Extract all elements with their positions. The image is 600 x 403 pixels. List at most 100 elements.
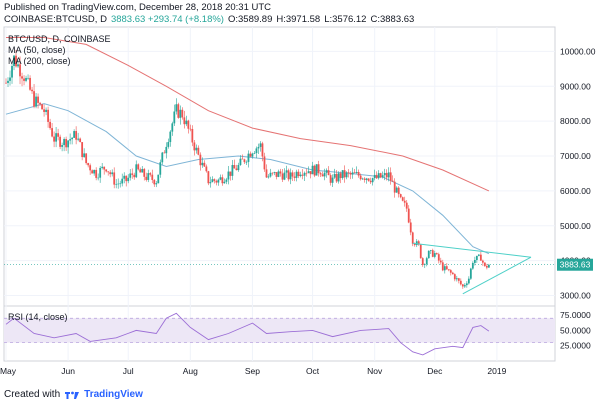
candle-body	[357, 171, 360, 176]
rsi-axis[interactable]: 75.0000 50.0000 25.0000	[560, 310, 591, 351]
candle-body	[17, 64, 19, 67]
candle-body	[19, 64, 21, 77]
candle-body	[345, 172, 348, 178]
candle-body	[295, 171, 298, 178]
candle-body	[279, 171, 282, 174]
candle-body	[269, 172, 272, 177]
candle-body	[149, 173, 152, 175]
candle-body	[227, 171, 230, 180]
candle-body	[89, 165, 92, 171]
candle-body	[447, 269, 450, 271]
time-axis[interactable]: May Jun Jul Aug Sep Oct Nov Dec 2019	[0, 366, 507, 376]
candle-body	[157, 174, 160, 184]
candle-body	[11, 65, 13, 78]
candle-body	[7, 80, 9, 83]
candle-body	[213, 179, 216, 181]
created-with-text: Created with	[4, 389, 61, 400]
candle-body	[405, 202, 408, 209]
candle-body	[335, 173, 338, 182]
candle-body	[339, 173, 342, 179]
candle-body	[415, 241, 418, 246]
candle-body	[25, 77, 27, 81]
candle-body	[287, 170, 290, 180]
candle-body	[459, 280, 462, 285]
candle-body	[297, 171, 300, 177]
candle-body	[365, 178, 368, 180]
candle-body	[145, 176, 148, 180]
candle-body	[51, 128, 53, 137]
time-tick-label: Jul	[123, 366, 134, 376]
grid	[4, 27, 555, 361]
candle-body	[211, 179, 214, 183]
candle-body	[309, 171, 312, 175]
candle-body	[119, 183, 122, 185]
triangle-line	[412, 242, 532, 258]
candle-body	[95, 169, 98, 178]
candle-body	[485, 265, 488, 268]
candle-body	[409, 222, 412, 233]
candle-body	[417, 241, 420, 245]
candle-body	[337, 173, 340, 182]
candle-body	[91, 170, 94, 174]
candle-body	[393, 181, 396, 193]
candle-body	[231, 165, 234, 176]
candle-body	[421, 258, 424, 265]
time-tick-label: Dec	[427, 366, 443, 376]
candle-body	[445, 266, 448, 270]
candle-body	[329, 175, 332, 183]
candle-body	[103, 166, 106, 170]
low-value: L:3576.12	[324, 14, 367, 25]
candle-body	[141, 168, 144, 173]
published-note: Published on TradingView.com, December 2…	[4, 2, 272, 13]
candle-body	[449, 270, 452, 273]
candle-body	[215, 180, 218, 183]
candle-body	[299, 174, 302, 177]
triangle-line	[462, 256, 532, 295]
rsi-tick-label: 75.0000	[560, 310, 591, 320]
price-tick-label: 6000.00	[560, 186, 591, 196]
last-price-tag: 3883.63	[557, 258, 593, 271]
triangle-pattern	[412, 242, 532, 295]
candle-body	[129, 173, 132, 178]
candle-body	[35, 96, 37, 107]
candle-body	[315, 164, 318, 176]
candle-body	[259, 143, 262, 147]
candle-body	[81, 142, 84, 158]
rsi-legend: RSI (14, close)	[8, 312, 68, 322]
candle-body	[469, 268, 472, 279]
candle-body	[235, 168, 238, 171]
candle-body	[175, 104, 178, 112]
open-value: O:3589.89	[227, 14, 273, 25]
time-tick-label: May	[0, 366, 17, 376]
candle-body	[127, 177, 130, 182]
candle-body	[159, 162, 162, 175]
candle-body	[77, 138, 80, 140]
candle-body	[327, 170, 330, 176]
candle-body	[325, 170, 328, 173]
candle-body	[341, 170, 344, 179]
candle-body	[203, 162, 206, 167]
chart-header: Published on TradingView.com, December 2…	[4, 2, 596, 26]
candle-body	[61, 145, 64, 147]
candle-body	[111, 172, 114, 175]
time-tick-label: Oct	[306, 366, 320, 376]
candle-body	[425, 258, 428, 265]
tradingview-brand[interactable]: TradingView	[84, 389, 143, 400]
candle-body	[437, 254, 440, 261]
candle-body	[117, 183, 120, 185]
candle-body	[5, 82, 7, 84]
candle-body	[237, 164, 240, 171]
candle-body	[251, 153, 254, 157]
last-price-label: 3883.63	[560, 260, 591, 270]
candle-body	[53, 136, 55, 142]
candle-body	[225, 179, 228, 182]
candle-body	[291, 172, 294, 177]
candle-body	[377, 173, 380, 179]
candle-body	[255, 148, 258, 154]
candle-body	[331, 177, 334, 183]
candle-body	[323, 172, 326, 177]
candle-body	[273, 172, 276, 173]
candle-body	[41, 104, 43, 110]
candle-body	[195, 147, 198, 151]
